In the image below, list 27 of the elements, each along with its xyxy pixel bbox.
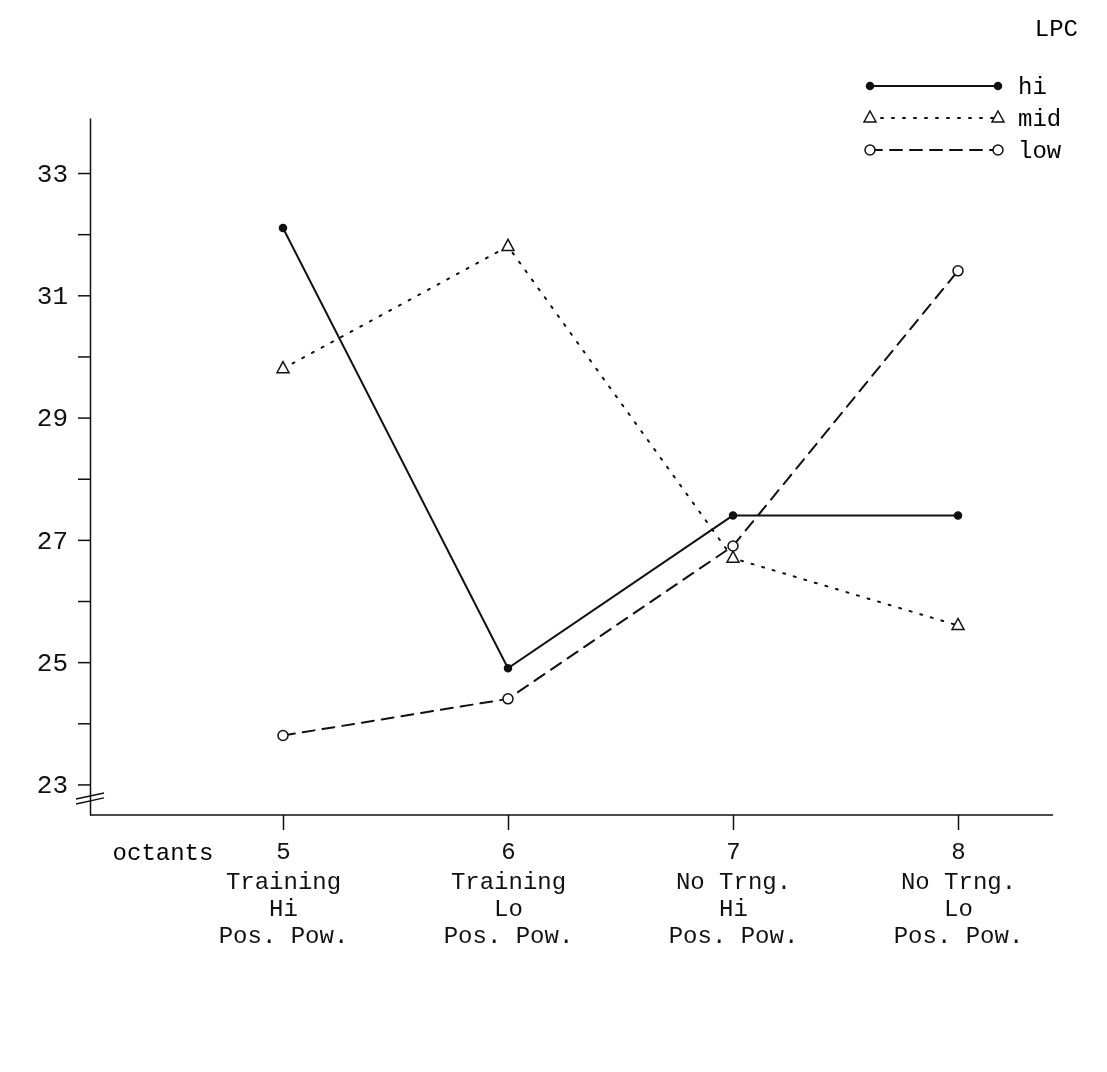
point (953, 511, 963, 520)
point (277, 729, 289, 742)
y-tick-label: 33 (36, 159, 68, 190)
x-tick-label: 7 No Trng. Hi Pos. Pow. (668, 839, 799, 950)
legend-title: LPC (1034, 16, 1078, 43)
point (276, 360, 290, 374)
y-tick-label: 25 (36, 648, 68, 679)
point (952, 265, 964, 277)
y-tick-label: 23 (36, 771, 68, 802)
x-tick-label: 6 Training Lo Pos. Pow. (443, 839, 574, 950)
point (501, 238, 515, 252)
legend-label: mid (1018, 106, 1062, 134)
point (726, 550, 740, 563)
legend-label: low (1018, 138, 1062, 166)
point (728, 511, 738, 520)
point (727, 540, 739, 552)
y-tick-label: 29 (36, 404, 68, 435)
y-tick-label: 31 (36, 282, 68, 313)
point (502, 693, 514, 705)
point (503, 664, 513, 673)
x-axis-title: octants (112, 840, 214, 867)
legend-label: hi (1018, 74, 1047, 102)
point (951, 617, 965, 631)
y-tick-label: 27 (36, 526, 68, 557)
x-tick-label: 8 No Trng. Lo Pos. Pow. (893, 839, 1024, 950)
point (278, 223, 288, 233)
x-tick-label: 5 Training Hi Pos. Pow. (218, 839, 349, 950)
